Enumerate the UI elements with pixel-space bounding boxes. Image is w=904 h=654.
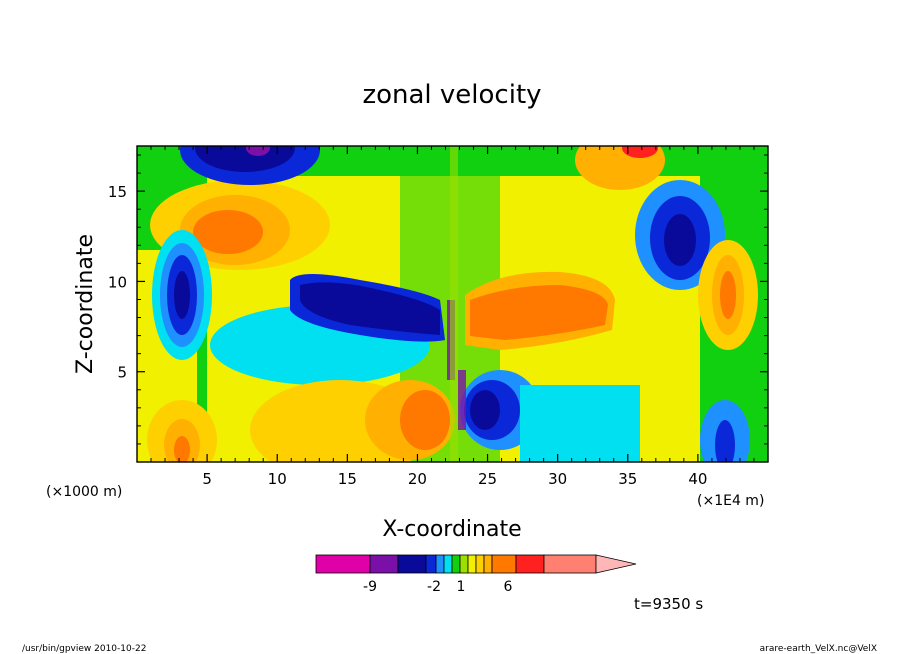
x-tick-label: 35 (618, 470, 637, 488)
x-axis: 5 10 15 20 25 30 35 40 (150, 146, 755, 488)
y-axis-label: Z-coordinate (73, 234, 98, 374)
colorbar-tick-label: 1 (457, 579, 466, 595)
colorbar-swatch (467, 554, 477, 574)
chart-title: zonal velocity (362, 80, 541, 110)
x-axis-label: X-coordinate (382, 517, 521, 542)
colorbar-swatch (397, 554, 427, 574)
colorbar-arrow (595, 554, 637, 574)
y-axis: 5 10 15 (108, 154, 768, 445)
x-unit-right: (×1E4 m) (697, 493, 764, 509)
colorbar (315, 554, 637, 574)
colorbar-swatch (435, 554, 445, 574)
colorbar-swatch (315, 554, 371, 574)
footer-left: /usr/bin/gpview 2010-10-22 (22, 644, 146, 654)
x-tick-label: 10 (268, 470, 287, 488)
colorbar-swatch (491, 554, 517, 574)
colorbar-swatch (443, 554, 453, 574)
colorbar-swatch (459, 554, 469, 574)
x-tick-label: 40 (688, 470, 707, 488)
contour-field (137, 146, 768, 462)
colorbar-ticks: -9 -2 1 6 (363, 579, 513, 595)
x-tick-label: 5 (202, 470, 212, 488)
colorbar-tick-label: -2 (427, 579, 441, 595)
x-unit-left: (×1000 m) (46, 484, 122, 500)
colorbar-swatch (369, 554, 399, 574)
footer-right: arare-earth_VelX.nc@VelX (760, 644, 877, 654)
colorbar-tick-label: 6 (504, 579, 513, 595)
x-tick-label: 25 (478, 470, 497, 488)
colorbar-swatch (425, 554, 437, 574)
y-tick-label: 5 (117, 364, 127, 382)
plot-frame (136, 145, 769, 463)
x-tick-label: 15 (338, 470, 357, 488)
colorbar-swatch (543, 554, 597, 574)
colorbar-swatch (483, 554, 493, 574)
colorbar-tick-label: -9 (363, 579, 377, 595)
colorbar-swatch (451, 554, 461, 574)
y-tick-label: 15 (108, 183, 127, 201)
time-label: t=9350 s (634, 595, 703, 613)
colorbar-swatch (475, 554, 485, 574)
y-tick-label: 10 (108, 273, 127, 291)
x-tick-label: 30 (548, 470, 567, 488)
x-tick-label: 20 (408, 470, 427, 488)
colorbar-swatch (515, 554, 545, 574)
